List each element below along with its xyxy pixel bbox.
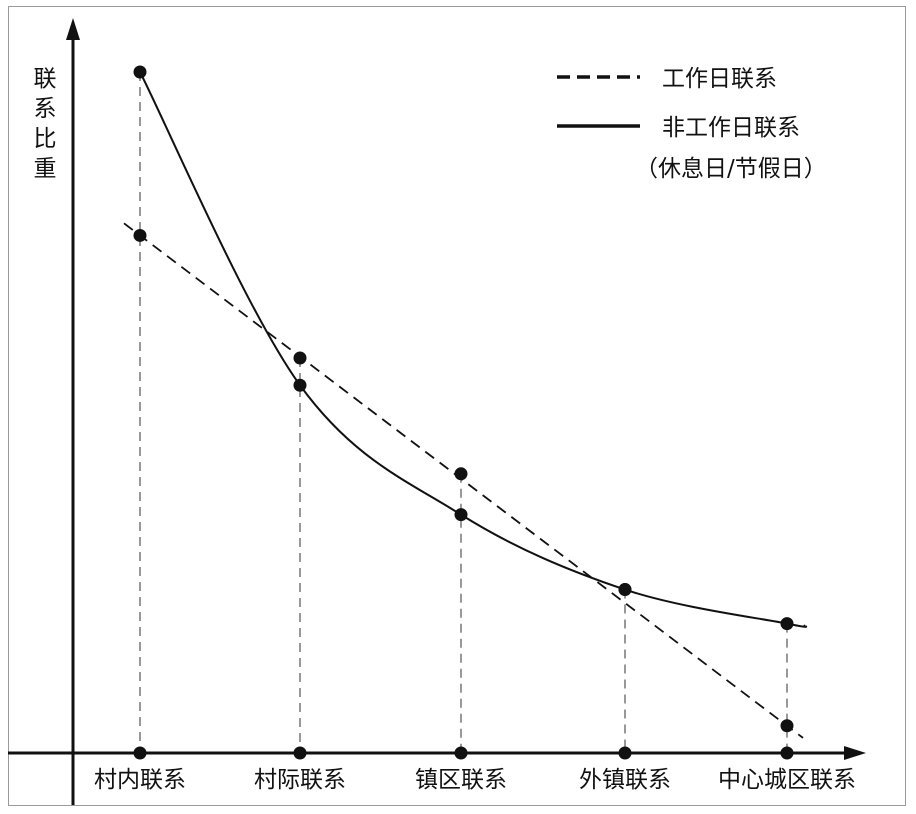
point-workday-2 [293,351,307,365]
x-axis-arrow [844,746,866,760]
y-axis-arrow [66,18,80,40]
point-nonworkday-4 [618,583,632,597]
point-nonworkday-1 [133,65,147,79]
x-tick-labels: 村内联系 村际联系 镇区联系 外镇联系 中心城区联系 [94,767,856,793]
legend-label-nonworkday-note: （休息日/节假日） [635,156,827,182]
legend-label-workday: 工作日联系 [662,66,777,92]
x-tick-label-4: 外镇联系 [579,767,671,793]
legend-label-nonworkday: 非工作日联系 [662,115,800,141]
x-tick-label-5: 中心城区联系 [718,767,856,793]
y-axis-label: 联系比重 [34,66,57,182]
series-line-workday [123,222,804,739]
x-axis-marker-4 [618,746,632,760]
point-workday-5 [780,719,794,733]
series-line-nonworkday [139,71,808,628]
x-axis-marker-3 [454,746,468,760]
point-workday-3 [454,467,468,481]
point-nonworkday-2 [293,378,307,392]
x-axis-marker-2 [293,746,307,760]
x-axis-marker-5 [780,746,794,760]
x-tick-label-2: 村际联系 [254,767,346,793]
data-points [133,65,794,760]
x-axis-marker-1 [133,746,147,760]
point-nonworkday-3 [454,508,468,522]
point-workday-1 [133,228,147,242]
legend: 工作日联系 非工作日联系 （休息日/节假日） [557,66,827,182]
series-lines [123,71,808,739]
point-nonworkday-5 [780,617,794,631]
x-tick-label-3: 镇区联系 [415,767,507,793]
x-tick-label-1: 村内联系 [94,767,186,793]
chart-frame [8,6,906,806]
